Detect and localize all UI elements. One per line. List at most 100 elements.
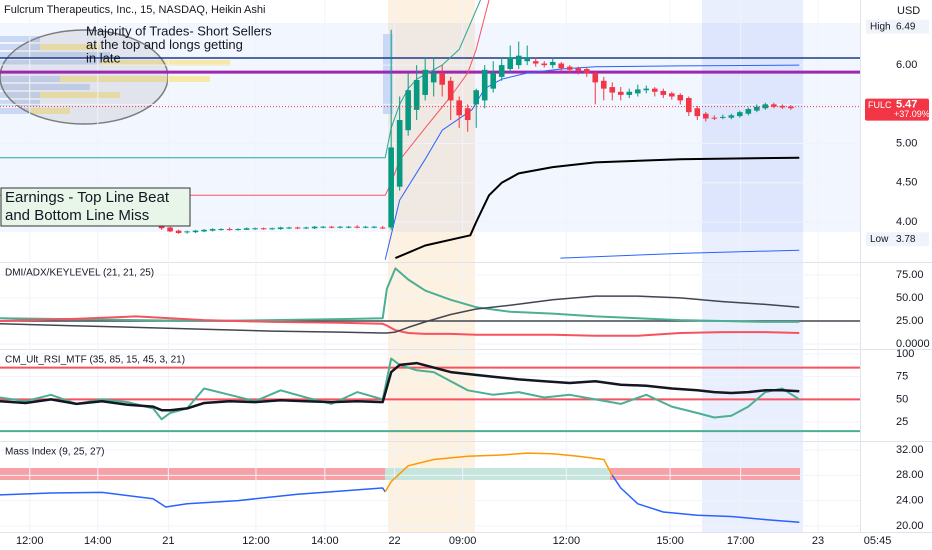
candle-body — [711, 117, 718, 119]
candle-body — [294, 227, 301, 229]
candle-body — [362, 226, 369, 228]
indicator-line — [0, 0, 481, 159]
candle-body — [345, 226, 352, 228]
candle-body — [779, 105, 786, 108]
indicator-line — [395, 156, 800, 260]
y-tick-label: 4.50 — [896, 177, 917, 189]
panel-title: DMI/ADX/KEYLEVEL (21, 21, 25) — [5, 268, 154, 279]
candle-body — [617, 91, 624, 95]
candle-body — [685, 98, 692, 113]
candle-body — [311, 226, 318, 229]
y-tick-label: 75 — [896, 371, 908, 383]
x-tick-label: 14:00 — [84, 535, 112, 547]
candle-body — [422, 69, 428, 95]
y-tick-label: 50 — [896, 393, 908, 405]
candle-body — [490, 72, 497, 89]
indicator-line — [0, 315, 800, 337]
high-label: High — [870, 21, 891, 32]
candle-body — [252, 228, 258, 230]
candle-body — [498, 65, 505, 77]
candle-body — [524, 57, 531, 62]
candle-body — [277, 227, 284, 230]
x-tick-label: 15:00 — [656, 535, 684, 547]
candle-body — [464, 108, 471, 121]
panel — [0, 353, 860, 433]
annotation-box — [0, 187, 191, 227]
candle-body — [481, 69, 488, 101]
candle-body — [703, 113, 709, 119]
candle-body — [430, 72, 437, 83]
candle-body — [507, 57, 514, 70]
annotation-text: in late — [86, 50, 121, 65]
indicator-line — [0, 0, 490, 196]
candle-body — [269, 228, 275, 230]
candle-body — [167, 227, 173, 232]
y-tick-label: 6.00 — [896, 59, 917, 71]
candle-body — [754, 106, 760, 111]
y-tick-label: 100 — [896, 348, 914, 360]
high-value: 6.49 — [896, 21, 916, 32]
indicator-line — [0, 361, 800, 412]
candle-body — [388, 147, 394, 228]
panel-title: CM_Ult_RSI_MTF (35, 85, 15, 45, 3, 21) — [5, 355, 185, 366]
candle-body — [600, 80, 607, 89]
candle-body — [184, 231, 190, 233]
candle-body — [558, 63, 565, 69]
y-tick-label: 20.00 — [896, 520, 924, 532]
candle-body — [660, 90, 667, 95]
candle-body — [694, 108, 701, 117]
candle-body — [788, 106, 794, 109]
panel — [0, 267, 860, 345]
chart-title: Fulcrum Therapeutics, Inc., 15, NASDAQ, … — [4, 4, 265, 16]
low-label: Low — [870, 234, 889, 245]
session-highlight — [702, 0, 803, 532]
candle-body — [226, 229, 233, 231]
candle-body — [303, 227, 309, 229]
candle-body — [337, 226, 343, 228]
indicator-line — [0, 487, 386, 508]
candle-body — [354, 226, 360, 228]
indicator-line — [384, 452, 613, 493]
x-tick-label: 22 — [388, 535, 400, 547]
candle-body — [515, 55, 522, 66]
x-tick-label: 12:00 — [553, 535, 581, 547]
candle-body — [643, 88, 650, 91]
candle-body — [286, 227, 292, 229]
candle-body — [771, 104, 777, 107]
candle-body — [260, 228, 267, 230]
low-box — [866, 232, 929, 247]
candle-body — [634, 89, 641, 94]
panel-title: Mass Index (9, 25, 27) — [5, 447, 105, 458]
candle-body — [192, 230, 199, 233]
candle-body — [320, 226, 326, 228]
low-value: 3.78 — [896, 234, 916, 245]
candle-body — [583, 69, 590, 73]
x-tick-label: 09:00 — [449, 535, 477, 547]
candle-body — [328, 226, 335, 228]
candle-body — [745, 109, 752, 114]
annotation-text: Majority of Trades- Short Sellers — [86, 23, 272, 38]
candle-body — [651, 88, 658, 92]
y-tick-label: 75.00 — [896, 269, 924, 281]
candle-body — [235, 229, 241, 231]
signal-band — [385, 468, 610, 480]
candle-body — [218, 229, 224, 231]
y-tick-label: 24.00 — [896, 495, 924, 507]
indicator-line — [0, 295, 800, 334]
symbol-label: FULC — [868, 100, 892, 110]
candle-body — [243, 228, 250, 230]
candle-body — [532, 61, 539, 64]
candle-body — [405, 90, 411, 131]
signal-band — [0, 468, 385, 480]
candle-body — [592, 72, 599, 83]
x-tick-label: 17:00 — [727, 535, 755, 547]
annotation-text: at the top and longs getting — [86, 37, 243, 52]
x-tick-label: 05:45 — [864, 535, 892, 547]
candle-body — [668, 93, 675, 97]
x-tick-label: 12:00 — [242, 535, 270, 547]
x-tick-label: 12:00 — [16, 535, 44, 547]
candle-body — [575, 68, 582, 71]
y-tick-label: 25 — [896, 416, 908, 428]
